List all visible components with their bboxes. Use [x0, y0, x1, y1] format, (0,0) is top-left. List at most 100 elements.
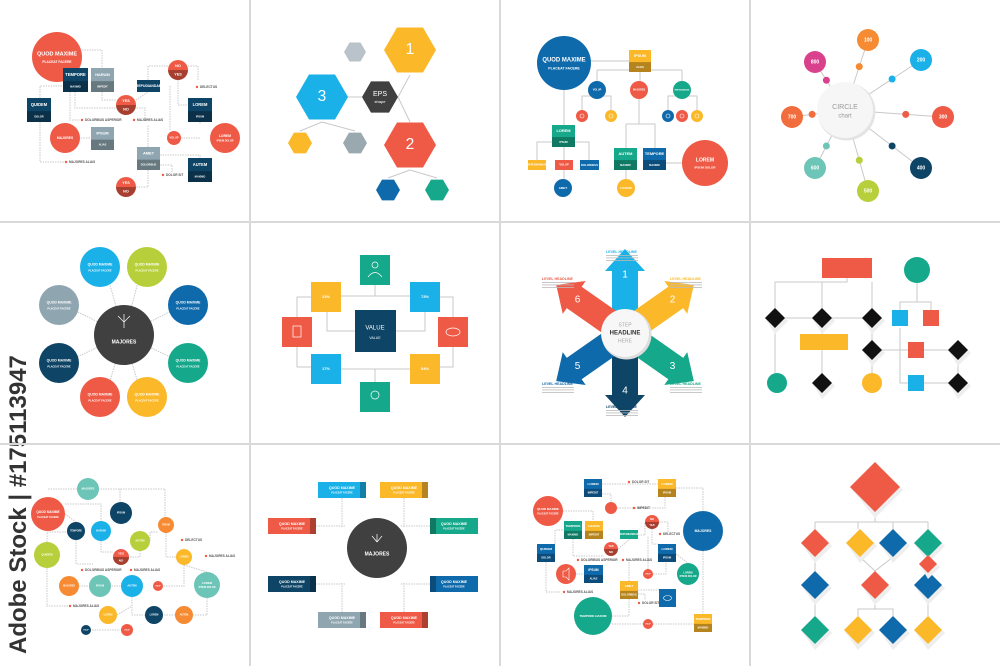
majores-hub-circle[interactable]: [94, 305, 154, 365]
majores-circle[interactable]: [630, 81, 648, 99]
amet-circle[interactable]: [554, 179, 572, 197]
autem-box[interactable]: [188, 158, 212, 182]
document-icon-box[interactable]: [282, 317, 312, 347]
document-icon-circle[interactable]: [676, 110, 688, 122]
step-arrow-4[interactable]: [605, 351, 645, 417]
volup-circle[interactable]: [643, 569, 653, 579]
step-arrow-1[interactable]: [605, 249, 645, 315]
autem-box[interactable]: [614, 148, 637, 170]
square-red[interactable]: [908, 342, 924, 358]
square-red[interactable]: [923, 310, 939, 326]
quod-maxime-tab-7[interactable]: [318, 612, 366, 628]
process-box-yellow[interactable]: [800, 334, 848, 350]
chart-node-dot[interactable]: [888, 75, 896, 83]
quod-maxime-circle-3[interactable]: [39, 285, 79, 325]
harum-circle[interactable]: [91, 521, 111, 541]
tempore-harum-circle[interactable]: [574, 597, 612, 635]
chat-icon-circle[interactable]: [605, 110, 617, 122]
volup-circle[interactable]: [588, 81, 606, 99]
decision-diamond[interactable]: [914, 529, 942, 557]
step-arrow-6[interactable]: [545, 268, 622, 339]
chart-value-circle-4[interactable]: [910, 157, 932, 179]
hexagon-small-yellow[interactable]: [288, 132, 312, 154]
quod-maxime-tab-6[interactable]: [430, 576, 478, 592]
decision-diamond[interactable]: [846, 529, 874, 557]
decision-diamond[interactable]: [862, 340, 882, 360]
lorem-circle[interactable]: [210, 123, 240, 153]
majores-circle[interactable]: [50, 123, 80, 153]
volup-circle[interactable]: [167, 131, 181, 145]
decision-diamond[interactable]: [948, 340, 968, 360]
chart-value-circle-1[interactable]: [857, 29, 879, 51]
quidem-box[interactable]: [537, 544, 555, 562]
decision-diamond[interactable]: [919, 555, 937, 573]
volup-box[interactable]: [555, 160, 573, 170]
value-center-box[interactable]: [355, 310, 396, 352]
repudiandae-box[interactable]: [137, 80, 160, 92]
yes-no-decision[interactable]: [116, 95, 136, 115]
tempore-box[interactable]: [63, 68, 88, 92]
square-cyan[interactable]: [908, 375, 924, 391]
quod-maxime-tab-5[interactable]: [268, 576, 316, 592]
yes-no-decision[interactable]: [113, 549, 129, 565]
lightbulb-icon-circle[interactable]: [691, 110, 703, 122]
lorem-circle[interactable]: [194, 572, 220, 598]
quod-maxime-circle-5[interactable]: [39, 343, 79, 383]
end-circle[interactable]: [767, 373, 787, 393]
chart-value-circle-5[interactable]: [857, 180, 879, 202]
decision-diamond[interactable]: [812, 373, 832, 393]
majores-circle[interactable]: [77, 478, 99, 500]
chart-value-circle-2[interactable]: [910, 49, 932, 71]
quod-maxime-circle[interactable]: [537, 36, 591, 90]
harum-box[interactable]: [585, 521, 603, 539]
lorem-circle[interactable]: [145, 606, 163, 624]
decision-diamond[interactable]: [801, 571, 829, 599]
speaker-icon-circle[interactable]: [556, 564, 576, 584]
quod-maxime-tab-4[interactable]: [430, 518, 478, 534]
chart-node-dot[interactable]: [822, 76, 830, 84]
quod-maxime-circle-6[interactable]: [168, 343, 208, 383]
lorem-box[interactable]: [584, 479, 602, 497]
decision-diamond[interactable]: [914, 616, 942, 644]
chart-value-circle-8[interactable]: [804, 51, 826, 73]
square-cyan[interactable]: [892, 310, 908, 326]
end-circle-yellow[interactable]: [862, 373, 882, 393]
step-arrow-2[interactable]: [628, 268, 705, 339]
quidem-box[interactable]: [27, 98, 51, 122]
autem-circle[interactable]: [130, 531, 150, 551]
yes-no-decision[interactable]: [116, 177, 136, 197]
amet-box[interactable]: [137, 147, 160, 170]
quod-maxime-tab-8[interactable]: [380, 612, 428, 628]
lorem-box[interactable]: [552, 125, 575, 147]
percent-box-3[interactable]: [311, 354, 341, 384]
repudiandae-box[interactable]: [528, 160, 546, 170]
quod-maxime-circle-4[interactable]: [168, 285, 208, 325]
person-icon-box[interactable]: [360, 255, 390, 285]
percent-box-1[interactable]: [311, 282, 341, 312]
majores-circle[interactable]: [59, 576, 79, 596]
quod-maxime-circle-1[interactable]: [80, 247, 120, 287]
ipsum-circle[interactable]: [110, 502, 132, 524]
ipsum-circle[interactable]: [158, 517, 174, 533]
volup-circle[interactable]: [121, 624, 133, 636]
decision-diamond[interactable]: [765, 308, 785, 328]
lorem-circle[interactable]: [176, 549, 192, 565]
percent-box-4[interactable]: [410, 354, 440, 384]
decision-diamond[interactable]: [862, 308, 882, 328]
quod-maxime-circle-8[interactable]: [127, 377, 167, 417]
step-center-circle[interactable]: [601, 309, 649, 357]
quod-maxime-tab-1[interactable]: [318, 482, 366, 498]
tempore-box[interactable]: [643, 148, 666, 170]
lorem-box[interactable]: [188, 98, 212, 122]
decision-diamond[interactable]: [914, 571, 942, 599]
document-icon-circle[interactable]: [605, 502, 617, 514]
decision-diamond[interactable]: [879, 529, 907, 557]
volup-circle[interactable]: [643, 619, 653, 629]
hexagon-2[interactable]: [384, 122, 436, 168]
decision-diamond[interactable]: [801, 616, 829, 644]
lorem-circle[interactable]: [99, 606, 117, 624]
volup-circle[interactable]: [81, 625, 91, 635]
chart-node-dot[interactable]: [855, 63, 863, 71]
chart-node-dot[interactable]: [888, 142, 896, 150]
hexagon-eps[interactable]: [362, 81, 398, 113]
